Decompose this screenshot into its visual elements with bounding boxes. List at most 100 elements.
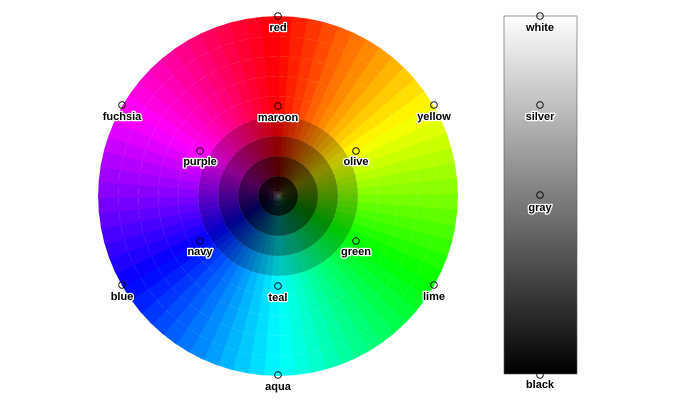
wheel-segment [327,299,350,324]
wheel-segment [368,229,392,248]
wheel-segment [218,195,239,202]
wheel-segment [274,156,279,177]
wheel-segment [150,245,175,268]
wheel-segment [278,181,294,196]
wheel-segment [272,176,278,196]
wheel-segment [178,194,199,206]
wheel-segment [138,67,167,95]
wheel-segment [177,279,202,305]
marker-aqua [274,371,282,379]
wheel-segment [286,159,299,179]
wheel-segment [238,199,259,207]
wheel-segment [282,157,293,178]
wheel-segment [208,91,229,115]
wheel-segment [267,196,278,215]
marker-silver [536,101,544,109]
wheel-segment [303,149,321,169]
wheel-segment [156,114,181,138]
wheel-segment [310,215,331,231]
wheel-segment [248,36,268,59]
wheel-segment [278,177,289,196]
wheel-segment [389,297,418,325]
wheel-segment [278,188,298,196]
wheel-segment [369,104,394,129]
wheel-segment [244,16,266,39]
marker-white [536,12,544,20]
wheel-segment [311,129,331,151]
wheel-segment [216,282,237,306]
wheel-segment [302,247,319,269]
wheel-segment [327,68,350,93]
wheel-segment [291,232,304,253]
wheel-segment [158,203,180,219]
wheel-segment [305,221,325,239]
wheel-segment [242,270,259,293]
wheel-segment [219,174,241,187]
wheel-segment [200,167,222,182]
wheel-segment [184,309,210,336]
wheel-segment [192,265,215,289]
wheel-segment [231,153,251,171]
wheel-segment [278,196,284,216]
wheel-segment [314,209,335,222]
wheel-segment [287,233,300,255]
wheel-segment [252,56,269,79]
wheel-segment [303,223,321,243]
wheel-segment [389,67,418,95]
wheel-segment [198,181,220,192]
label-teal: teal [269,292,288,304]
wheel-segment [377,184,398,198]
wheel-segment [319,138,340,158]
wheel-segment [255,76,271,98]
wheel-segment [202,161,224,177]
wheel-segment [149,56,177,85]
wheel-segment [287,137,300,159]
wheel-segment [127,126,152,150]
wheel-segment [278,185,297,196]
wheel-segment [399,286,427,314]
wheel-segment [310,161,331,177]
wheel-segment [177,87,202,113]
wheel-segment [178,117,203,140]
wheel-segment [227,104,245,128]
wheel-segment [391,264,418,290]
wheel-segment [381,124,406,147]
wheel-segment [237,247,254,269]
wheel-segment [183,152,206,170]
wheel-segment [354,279,379,305]
wheel-segment [281,136,290,157]
wheel-segment [281,215,289,236]
wheel-segment [350,222,373,240]
wheel-segment [251,273,265,295]
wheel-segment [347,259,371,282]
wheel-segment [190,235,213,255]
wheel-segment [185,110,209,133]
wheel-segment [353,117,378,140]
wheel-segment [263,254,274,276]
marker-teal [274,282,282,290]
wheel-segment [408,274,435,301]
wheel-segment [332,215,354,231]
wheel-segment [256,137,269,159]
wheel-segment [317,199,338,208]
wheel-segment [225,161,246,177]
wheel-segment [291,97,305,119]
wheel-segment [375,114,400,138]
wheel-segment [261,182,278,196]
wheel-segment [216,138,237,158]
wheel-segment [311,264,329,288]
wheel-segment [266,235,275,256]
wheel-segment [328,118,350,141]
wheel-segment [319,282,340,306]
wheel-segment [261,196,278,210]
wheel-segment [241,175,261,188]
wheel-segment [243,228,259,249]
wheel-segment [260,158,272,178]
wheel-segment [244,207,263,223]
wheel-segment [129,78,157,106]
wheel-segment [238,146,256,166]
wheel-segment [266,196,278,214]
wheel-segment [384,91,411,117]
wheel-segment [223,212,244,227]
